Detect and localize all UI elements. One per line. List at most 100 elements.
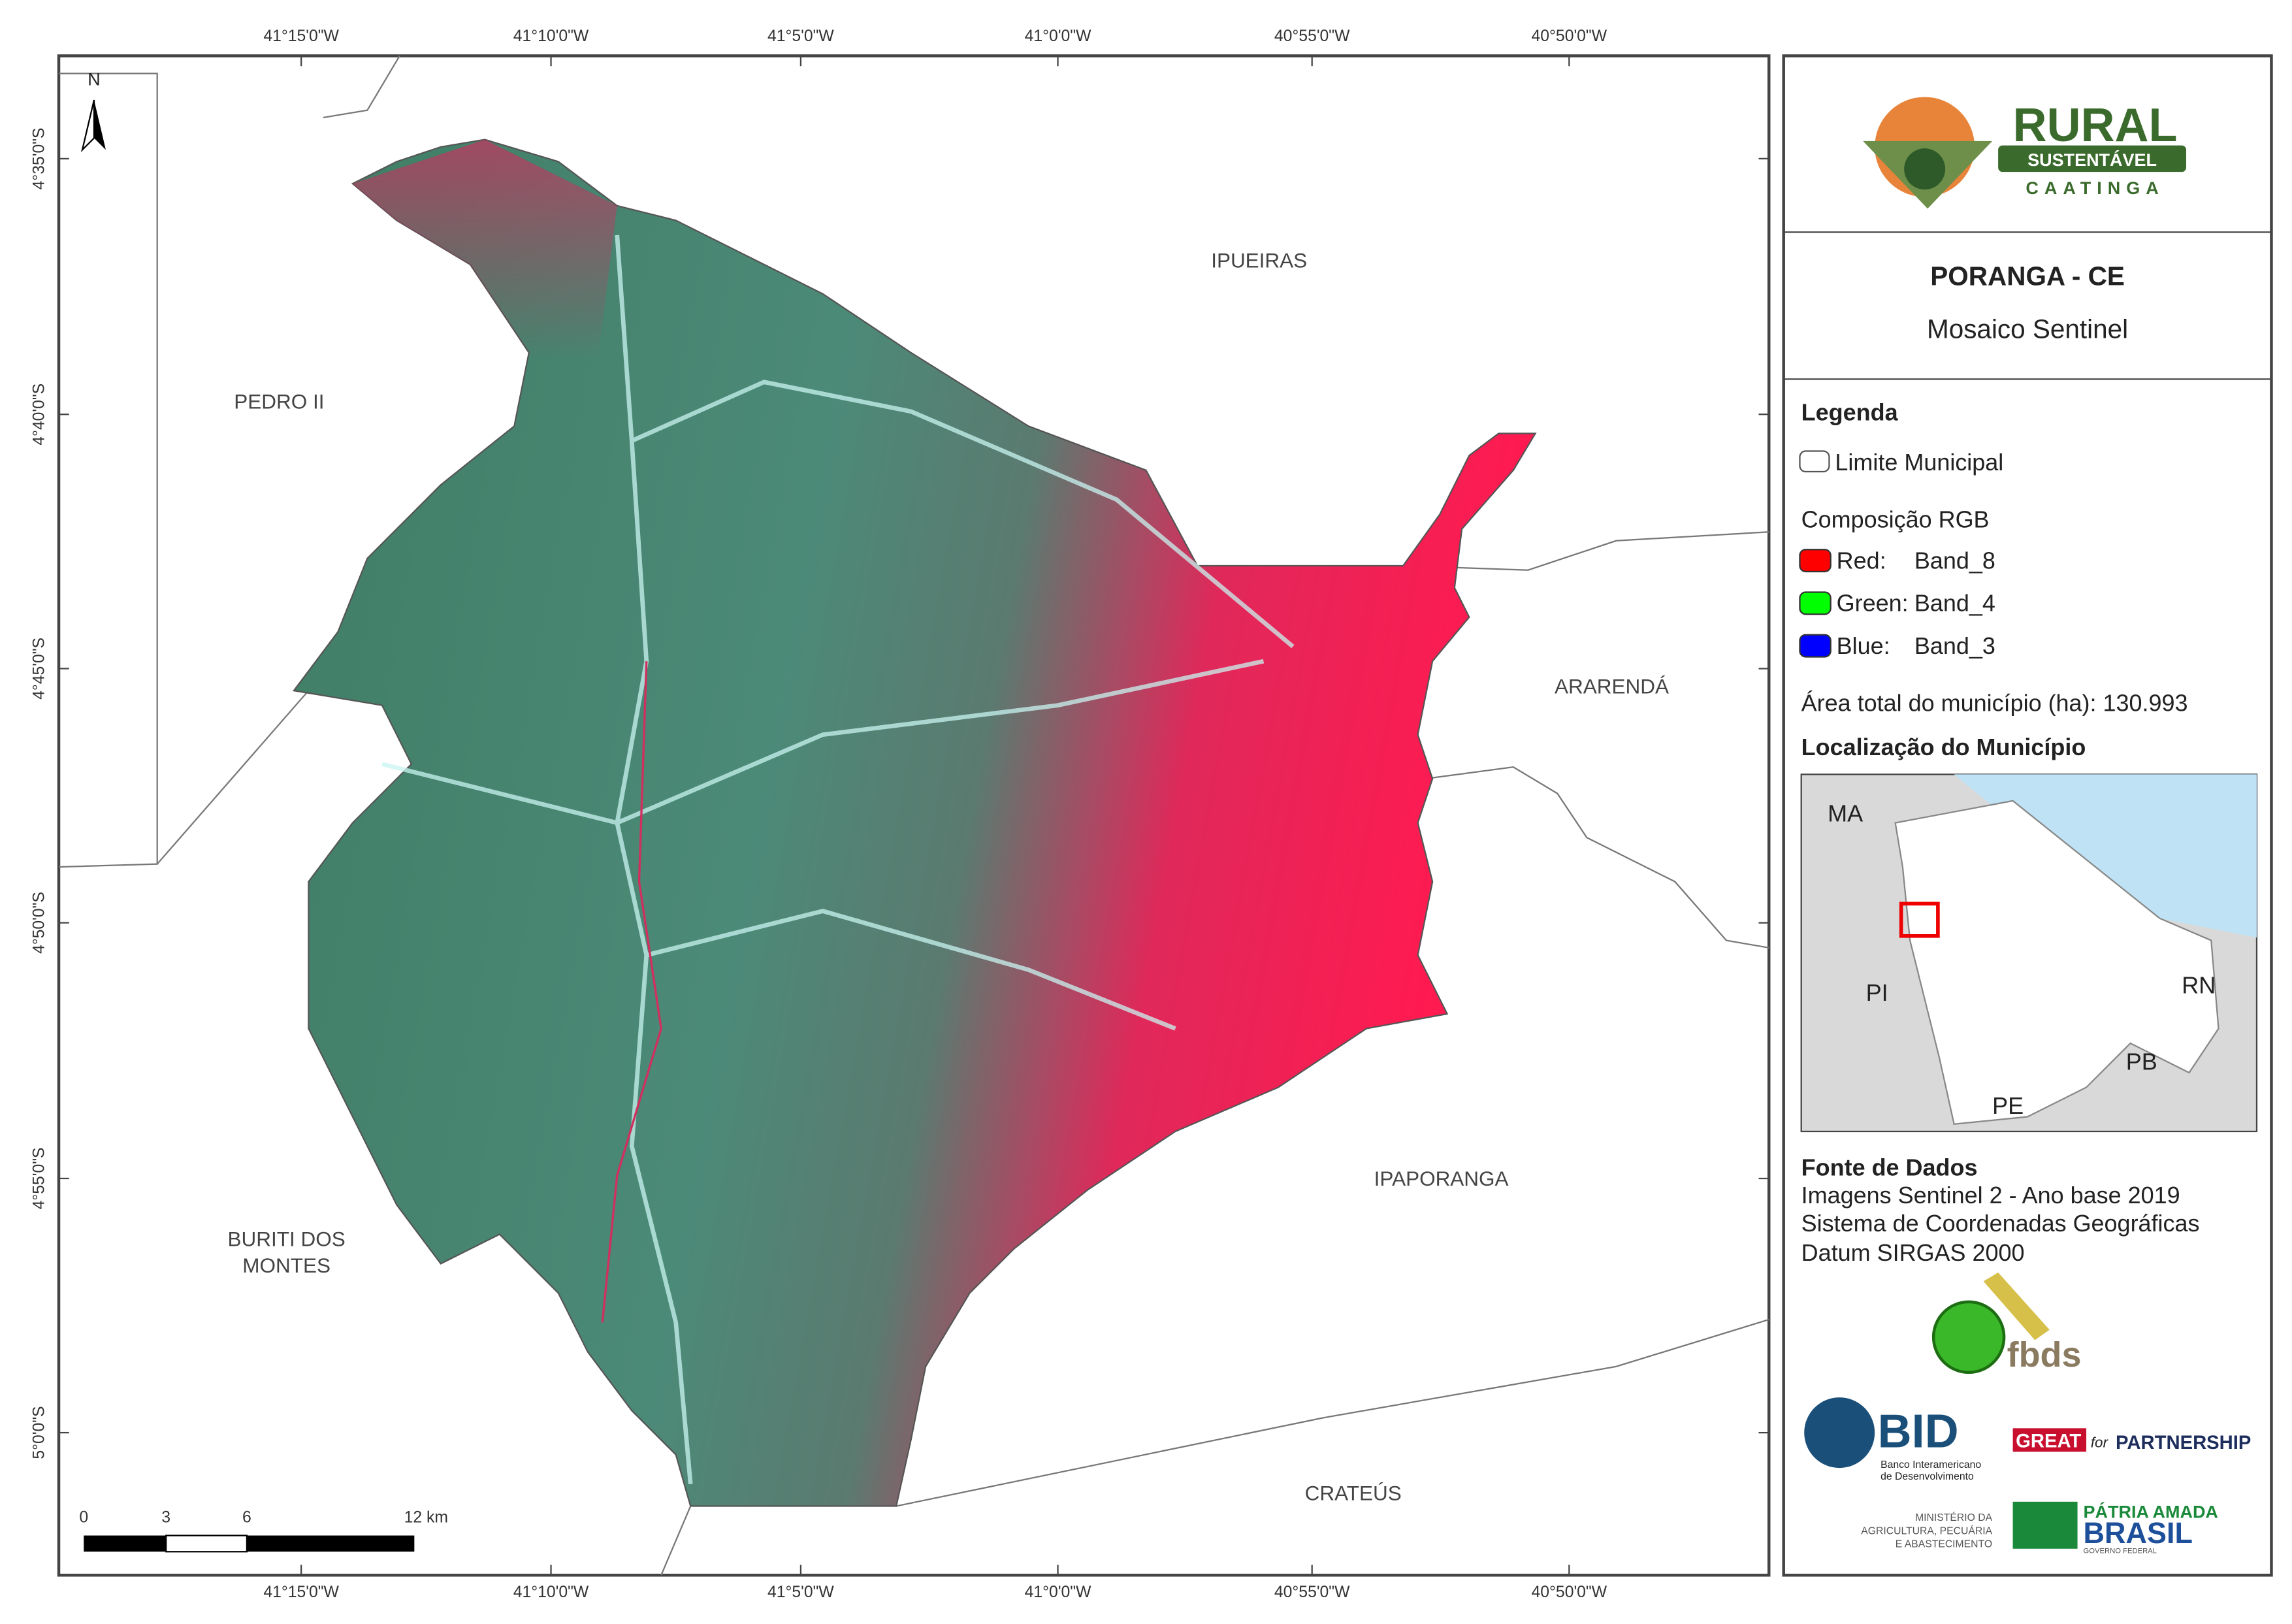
map-subtitle: Mosaico Sentinel (1927, 314, 2128, 344)
graticule-ticks (59, 56, 1769, 1576)
neighbor-label: MONTES (242, 1254, 331, 1277)
north-label: N (88, 69, 101, 89)
scale-bar (84, 1535, 415, 1553)
path-shape (645, 909, 1176, 1031)
scale-label: 12 km (404, 1508, 448, 1526)
neighbor-label: PEDRO II (234, 389, 324, 413)
polyline-shape (58, 73, 158, 868)
path-shape (292, 138, 1537, 1507)
path-shape (601, 661, 662, 1323)
neighbor-boundaries (58, 55, 1769, 1576)
path-shape (615, 235, 693, 1485)
lat-label: 4°35'0"S (31, 127, 48, 189)
band-value: Band_4 (1914, 590, 1995, 617)
band-name: Blue: (1837, 632, 1890, 659)
source-line: Sistema de Coordenadas Geográficas (1801, 1210, 2200, 1237)
bid-text: BID (1878, 1406, 1959, 1458)
band-swatch (1799, 591, 1832, 615)
lon-label: 41°10'0"W (513, 1583, 589, 1601)
lon-label: 41°5'0"W (767, 1583, 834, 1601)
path-shape (381, 658, 1265, 826)
circle-shape (1931, 1300, 2006, 1374)
lon-label: 41°5'0"W (767, 27, 834, 45)
lat-label: 4°50'0"S (31, 892, 48, 954)
bid-name: Banco Interamericano (1880, 1459, 1981, 1470)
path-shape (1894, 800, 2219, 1125)
state-label: PE (1992, 1092, 2024, 1119)
state-label: PI (1866, 979, 1888, 1006)
scale-label: 6 (242, 1508, 251, 1526)
path-shape (630, 380, 1295, 649)
neighbor-label: BURITI DOS (228, 1227, 346, 1250)
lat-label: 4°45'0"S (31, 638, 48, 700)
state-label: MA (1828, 800, 1863, 826)
ministry-text: AGRICULTURA, PECUÁRIA (1861, 1524, 1992, 1536)
neighbor-label: ARARENDÁ (1555, 675, 1669, 698)
rect-shape (1998, 145, 2187, 172)
municipality-image (292, 138, 1537, 1507)
polyline-shape (323, 55, 400, 119)
band-swatch (1799, 549, 1832, 573)
neighbor-label: IPUEIRAS (1211, 248, 1307, 272)
legend-label: Composição RGB (1801, 506, 1990, 533)
great-text: GREAT (2016, 1431, 2081, 1452)
lon-label: 40°50'0"W (1532, 1583, 1607, 1601)
fbds-logo (1931, 1272, 2050, 1374)
circle-shape (1904, 148, 1946, 190)
lon-label: 41°0'0"W (1025, 27, 1091, 45)
north-arrow (80, 99, 95, 153)
great-text: PARTNERSHIP (2116, 1433, 2251, 1453)
map-title: PORANGA - CE (1930, 261, 2125, 291)
rect-shape (84, 1535, 167, 1552)
lat-label: 4°55'0"S (31, 1147, 48, 1209)
lon-label: 41°15'0"W (263, 1583, 339, 1601)
polyline-shape (1403, 531, 1769, 571)
north-arrow (93, 99, 106, 150)
logo-sub: SUSTENTÁVEL (2027, 150, 2157, 170)
area-text: Área total do município (ha): 130.993 (1801, 690, 2188, 717)
brasil-text: GOVERNO FEDERAL (2084, 1548, 2157, 1555)
fbds-text: fbds (2007, 1335, 2082, 1374)
lat-label: 4°40'0"S (31, 383, 48, 446)
legend-title: Legenda (1801, 398, 1899, 425)
lon-label: 40°55'0"W (1274, 1583, 1350, 1601)
lon-label: 40°50'0"W (1532, 27, 1607, 45)
scale-label: 0 (79, 1508, 88, 1526)
rural-logo (1863, 97, 2187, 209)
source-title: Fonte de Dados (1801, 1154, 1978, 1180)
neighbor-label: CRATEÚS (1305, 1482, 1402, 1505)
band-name: Green: (1837, 590, 1909, 617)
lat-label: 5°0'0"S (31, 1406, 48, 1459)
ministry-text: MINISTÉRIO DA (1915, 1511, 1993, 1523)
band-value: Band_8 (1914, 547, 1995, 574)
state-label: RN (2182, 972, 2216, 999)
polyline-shape (896, 1318, 1769, 1507)
lon-label: 41°15'0"W (263, 27, 339, 45)
bid-name: de Desenvolvimento (1880, 1471, 1974, 1482)
rect-shape (1899, 901, 1940, 938)
location-inset (1800, 773, 2258, 1133)
scale-label: 3 (161, 1508, 170, 1526)
g-shape (381, 235, 1295, 1485)
source-line: Datum SIRGAS 2000 (1801, 1239, 2025, 1266)
lon-label: 40°55'0"W (1274, 27, 1350, 45)
logo-sub: CAATINGA (2026, 178, 2164, 198)
location-title: Localização do Município (1801, 734, 2086, 760)
logo-title: RURAL (2013, 99, 2178, 152)
g-shape (601, 661, 662, 1323)
path-shape (1983, 1272, 2050, 1340)
band-swatch (1799, 634, 1832, 658)
source-line: Imagens Sentinel 2 - Ano base 2019 (1801, 1182, 2180, 1209)
bid-logo (1804, 1397, 1875, 1469)
lon-label: 41°10'0"W (513, 27, 589, 45)
lon-label: 41°0'0"W (1025, 1583, 1091, 1601)
brasil-flag (2012, 1501, 2078, 1549)
legend-label: Limite Municipal (1835, 449, 2003, 476)
state-label: PB (2126, 1048, 2157, 1075)
band-value: Band_3 (1914, 632, 1995, 659)
rect-shape (246, 1535, 415, 1552)
band-name: Red: (1837, 547, 1886, 574)
rect-shape (165, 1535, 248, 1553)
